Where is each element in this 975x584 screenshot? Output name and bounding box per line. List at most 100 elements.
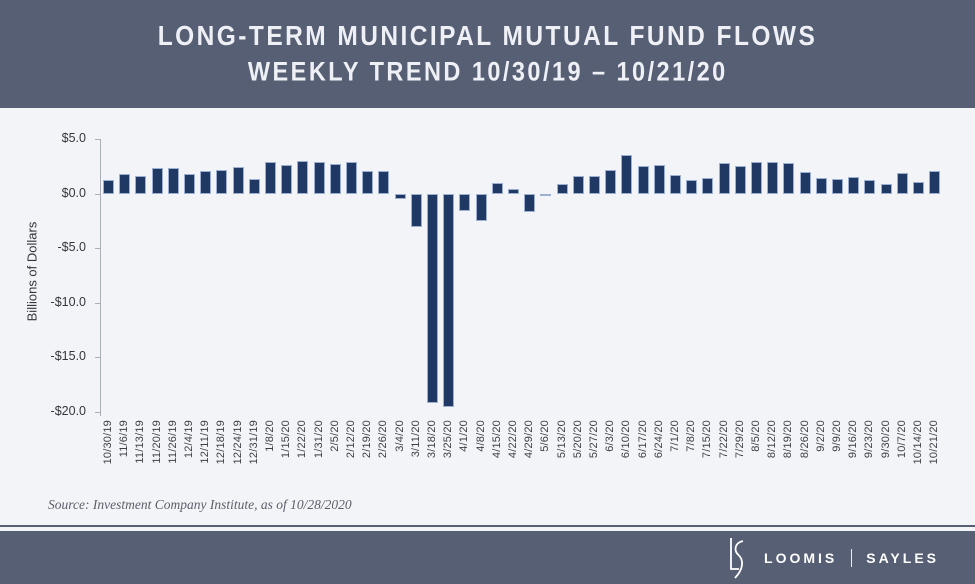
bar-8/26/20	[799, 171, 811, 194]
x-tick-label: 12/18/19	[215, 420, 228, 465]
y-tick-label: -$10.0	[50, 294, 86, 309]
x-tick-label: 8/26/20	[798, 420, 811, 459]
bar-2/26/20	[378, 170, 390, 194]
bar-4/22/20	[508, 189, 519, 194]
bar-8/19/20	[783, 163, 795, 194]
x-tick-label: 10/30/19	[102, 420, 114, 465]
x-tick-label: 4/22/20	[507, 420, 519, 459]
x-tick-label: 11/13/19	[134, 420, 147, 464]
x-tick-label: 9/23/20	[863, 420, 876, 459]
bar-11/13/19	[135, 176, 147, 194]
bar-10/21/20	[929, 170, 941, 194]
x-tick-label: 5/6/20	[539, 420, 552, 452]
bar-7/29/20	[734, 166, 746, 194]
y-tick-label: $0.0	[61, 185, 86, 200]
bar-3/11/20	[410, 193, 422, 228]
brand-loomis: LOOMIS	[764, 549, 838, 566]
bar-9/2/20	[815, 178, 827, 194]
bar-7/8/20	[686, 180, 698, 194]
bar-9/23/20	[864, 180, 876, 194]
y-tick-label: -$5.0	[57, 240, 87, 255]
bar-1/22/20	[297, 160, 309, 194]
bar-10/30/19	[103, 180, 114, 194]
x-tick-label: 8/12/20	[766, 420, 779, 459]
x-tick-label: 7/22/20	[717, 420, 730, 459]
bar-9/30/20	[880, 183, 892, 194]
x-tick-label: 7/8/20	[685, 420, 698, 452]
bar-7/15/20	[702, 178, 714, 194]
x-tick-label: 7/15/20	[701, 420, 714, 459]
bar-12/4/19	[184, 173, 195, 194]
y-tick-mark	[95, 412, 100, 413]
bar-1/15/20	[281, 165, 293, 194]
x-tick-label: 4/8/20	[474, 420, 487, 452]
bar-4/8/20	[475, 193, 487, 221]
x-tick-label: 8/5/20	[750, 420, 762, 452]
footer-divider-rule	[0, 525, 975, 527]
y-tick-mark	[95, 139, 100, 140]
x-tick-label: 5/13/20	[555, 420, 568, 459]
ls-monogram-icon	[730, 537, 744, 579]
y-tick-mark	[95, 302, 100, 304]
y-axis-line	[100, 139, 101, 416]
x-tick-label: 10/14/20	[912, 420, 924, 465]
x-tick-label: 10/7/20	[895, 420, 908, 459]
bar-1/31/20	[313, 161, 325, 194]
x-tick-label: 10/21/20	[928, 420, 941, 465]
bar-chart-plot-area	[95, 139, 945, 416]
x-tick-label: 2/5/20	[328, 420, 341, 452]
bar-2/5/20	[329, 164, 341, 194]
bar-8/12/20	[767, 161, 779, 194]
x-tick-label: 3/11/20	[409, 420, 422, 458]
x-tick-label: 12/4/19	[183, 420, 195, 459]
bar-10/7/20	[896, 172, 908, 194]
x-tick-label: 2/26/20	[377, 420, 390, 459]
bar-2/12/20	[346, 161, 357, 194]
bar-9/16/20	[848, 177, 860, 194]
y-axis-title: Billions of Dollars	[24, 221, 40, 322]
source-note: Source: Investment Company Institute, as…	[48, 497, 352, 512]
x-tick-label: 5/27/20	[588, 420, 600, 459]
x-tick-label: 12/24/19	[231, 420, 244, 465]
bar-8/5/20	[751, 161, 762, 194]
y-tick-label: -$20.0	[50, 404, 86, 418]
x-tick-label: 1/31/20	[312, 420, 325, 459]
brand-sayles: SAYLES	[866, 549, 939, 566]
y-tick-mark	[95, 248, 100, 250]
y-tick-label: -$15.0	[50, 349, 86, 364]
x-tick-label: 3/18/20	[426, 420, 438, 459]
header-banner: LONG-TERM MUNICIPAL MUTUAL FUND FLOWS WE…	[0, 0, 975, 108]
bar-9/9/20	[832, 179, 843, 194]
footer-banner: LOOMIS SAYLES	[0, 531, 975, 584]
x-tick-label: 8/19/20	[782, 420, 795, 459]
bar-7/22/20	[718, 163, 730, 194]
bar-6/3/20	[605, 169, 617, 194]
x-tick-label: 11/6/19	[118, 420, 131, 458]
x-tick-label: 6/24/20	[652, 420, 665, 459]
x-tick-label: 1/8/20	[264, 420, 276, 452]
bar-12/11/19	[200, 170, 212, 194]
x-tick-label: 9/30/20	[879, 420, 892, 459]
chart-title-line1: LONG-TERM MUNICIPAL MUTUAL FUND FLOWS	[157, 20, 818, 51]
y-tick-mark	[95, 193, 100, 195]
x-tick-label: 3/4/20	[393, 420, 406, 452]
bar-10/14/20	[913, 181, 924, 194]
bar-5/13/20	[556, 183, 568, 194]
bar-11/6/19	[119, 173, 131, 194]
x-tick-label: 6/17/20	[636, 420, 649, 459]
x-tick-label: 7/1/20	[669, 420, 681, 452]
y-tick-mark	[95, 357, 100, 359]
chart-title-line2: WEEKLY TREND 10/30/19 – 10/21/20	[247, 57, 728, 87]
bar-6/10/20	[621, 155, 633, 194]
bar-7/1/20	[670, 175, 681, 194]
x-tick-label: 11/26/19	[166, 420, 179, 464]
bar-6/17/20	[637, 166, 649, 194]
x-tick-label: 4/1/20	[458, 420, 471, 452]
bar-11/20/19	[151, 168, 163, 194]
bar-11/26/19	[167, 168, 179, 194]
bar-4/29/20	[524, 193, 536, 213]
bar-5/6/20	[540, 193, 552, 196]
x-tick-label: 6/3/20	[604, 420, 617, 452]
bar-5/27/20	[589, 176, 600, 194]
